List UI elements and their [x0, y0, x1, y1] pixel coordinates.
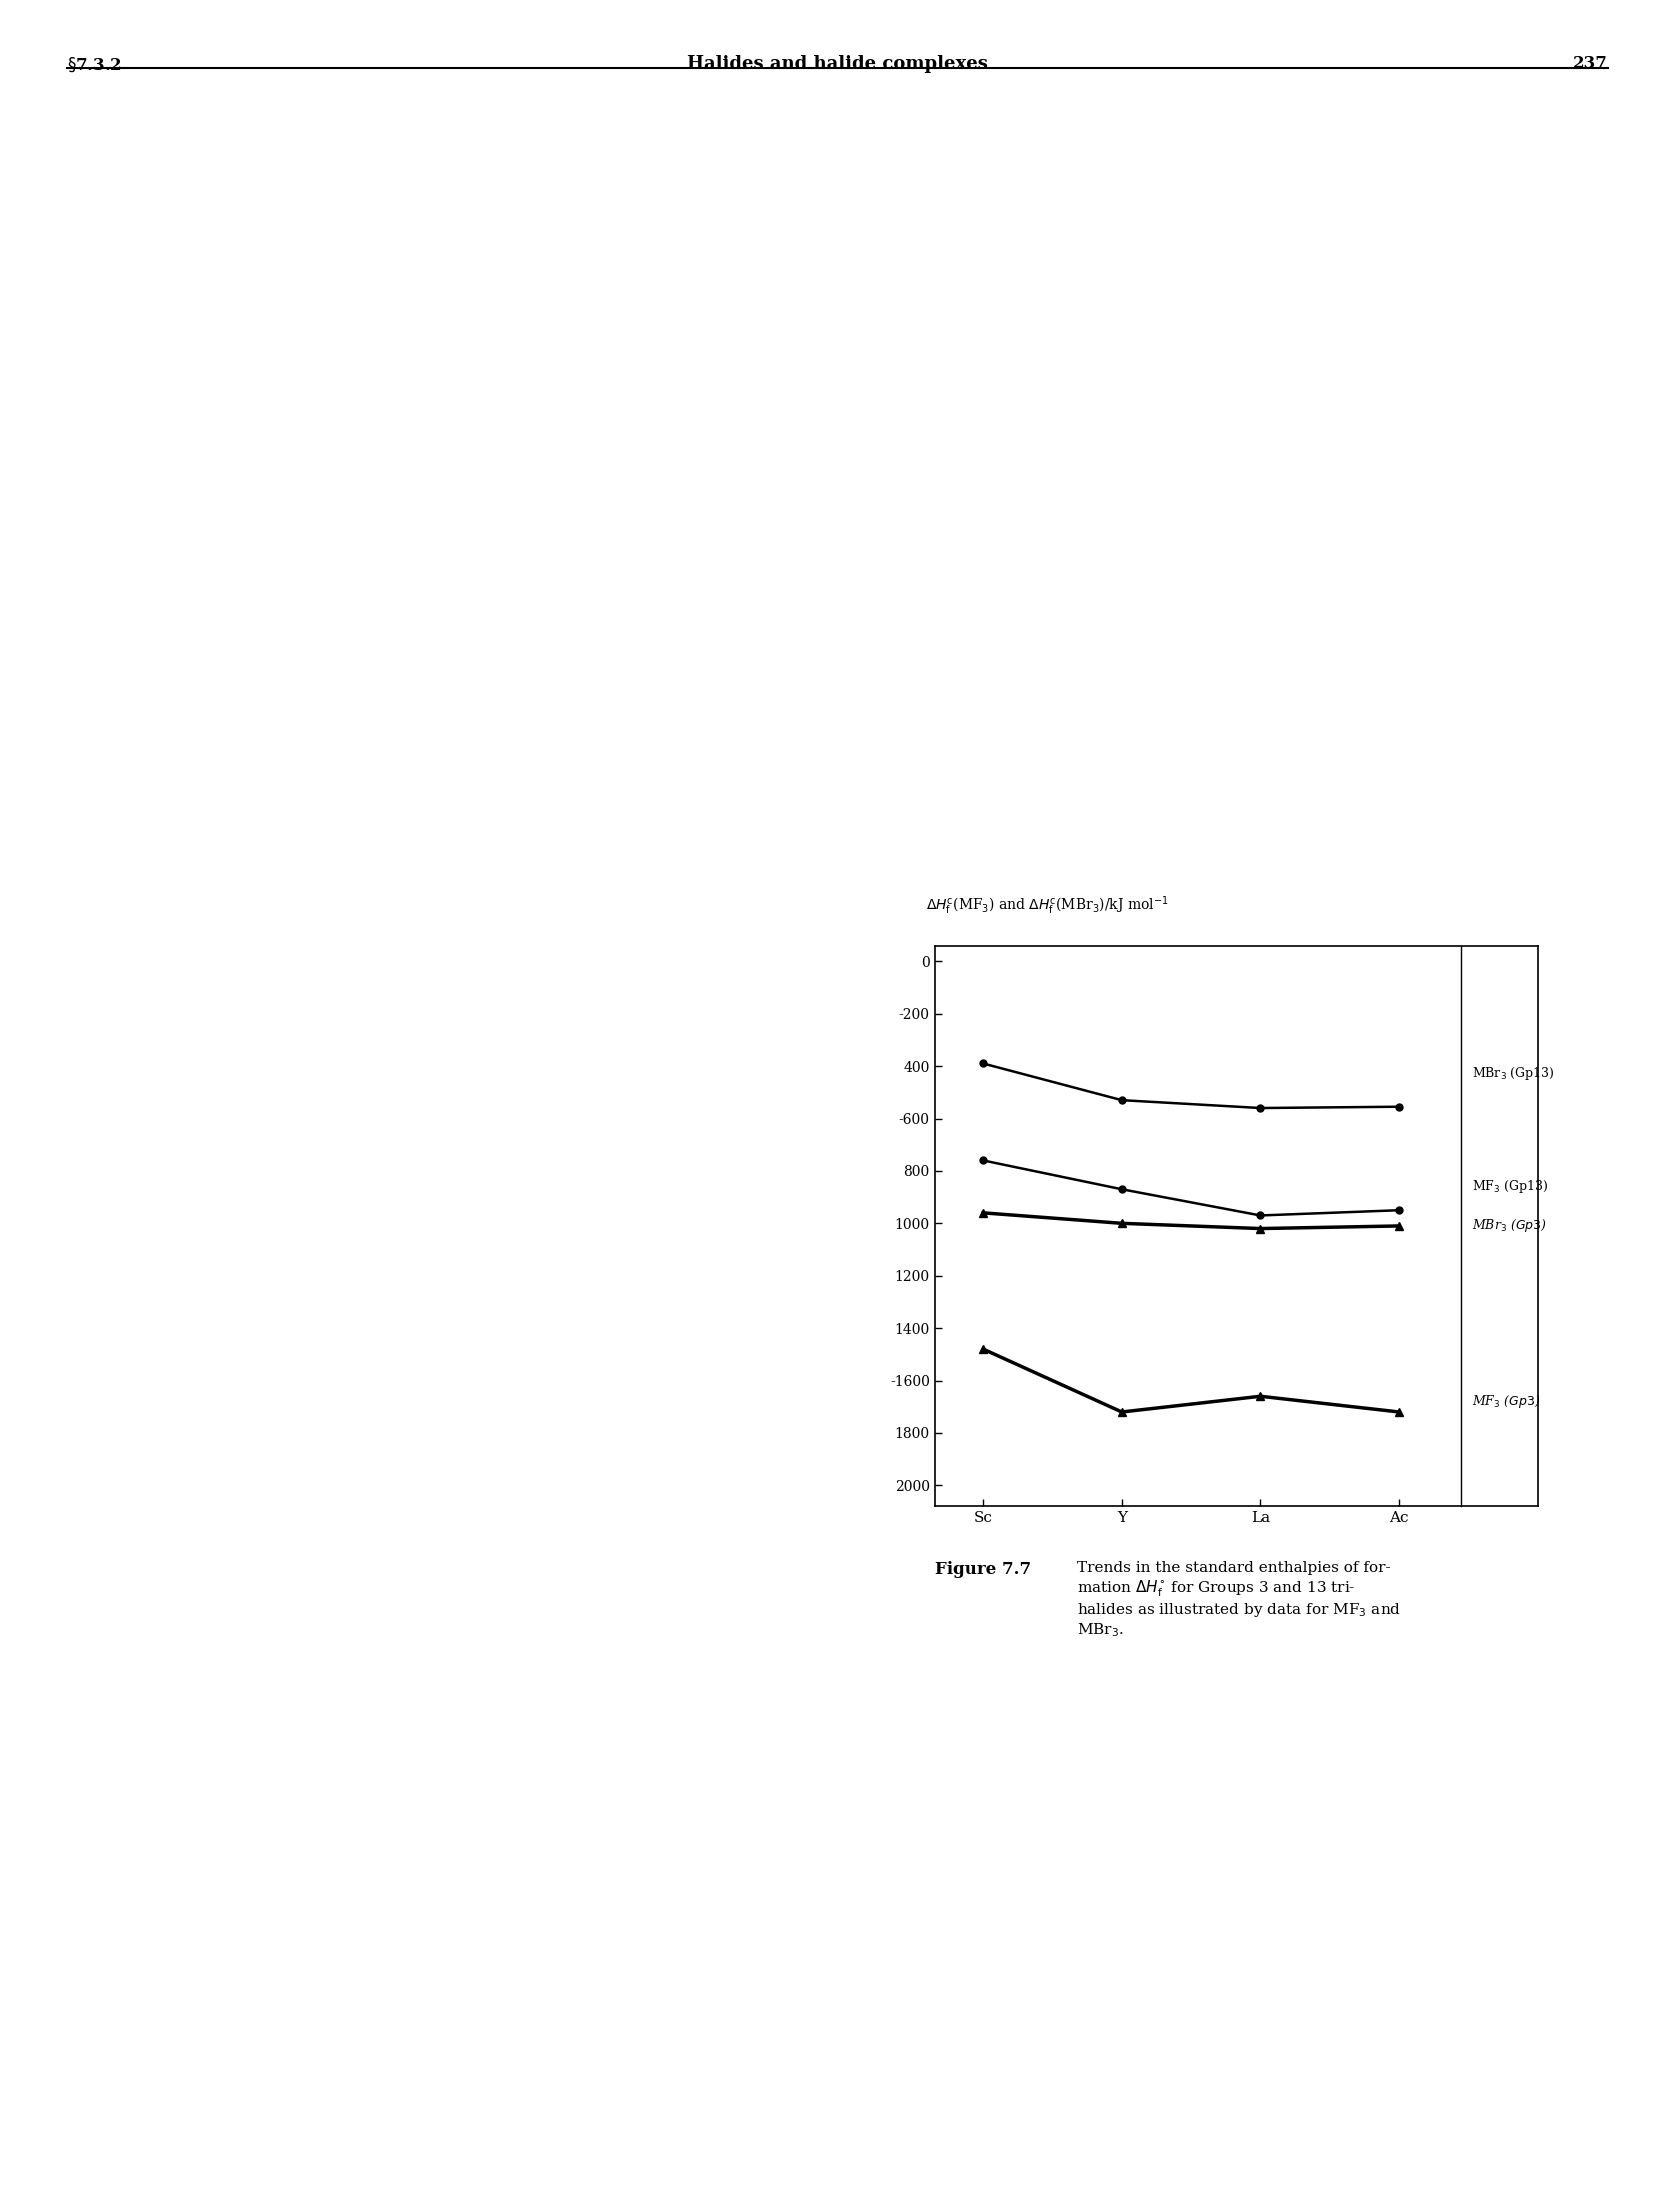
Text: Halides and halide complexes: Halides and halide complexes — [687, 55, 988, 73]
Text: $\S$7.3.2: $\S$7.3.2 — [67, 55, 122, 73]
Text: Figure 7.7: Figure 7.7 — [935, 1561, 1030, 1579]
Text: Trends in the standard enthalpies of for-
mation $\Delta H^{\circ}_{\rm f}$ for : Trends in the standard enthalpies of for… — [1077, 1561, 1402, 1640]
Text: $\Delta H^{\rm c}_{\rm f}$(MF$_3$) and $\Delta H^{\rm c}_{\rm f}$(MBr$_3$)/kJ mo: $\Delta H^{\rm c}_{\rm f}$(MF$_3$) and $… — [926, 895, 1169, 917]
Text: MBr$_3$ ($Gp3$): MBr$_3$ ($Gp3$) — [1472, 1218, 1548, 1234]
Text: 237: 237 — [1573, 55, 1608, 73]
Text: MF$_3$ ($Gp3$): MF$_3$ ($Gp3$) — [1472, 1392, 1541, 1410]
Text: MBr$_3$ (Gp13): MBr$_3$ (Gp13) — [1472, 1067, 1554, 1082]
Text: MF$_3$ (Gp13): MF$_3$ (Gp13) — [1472, 1179, 1549, 1194]
